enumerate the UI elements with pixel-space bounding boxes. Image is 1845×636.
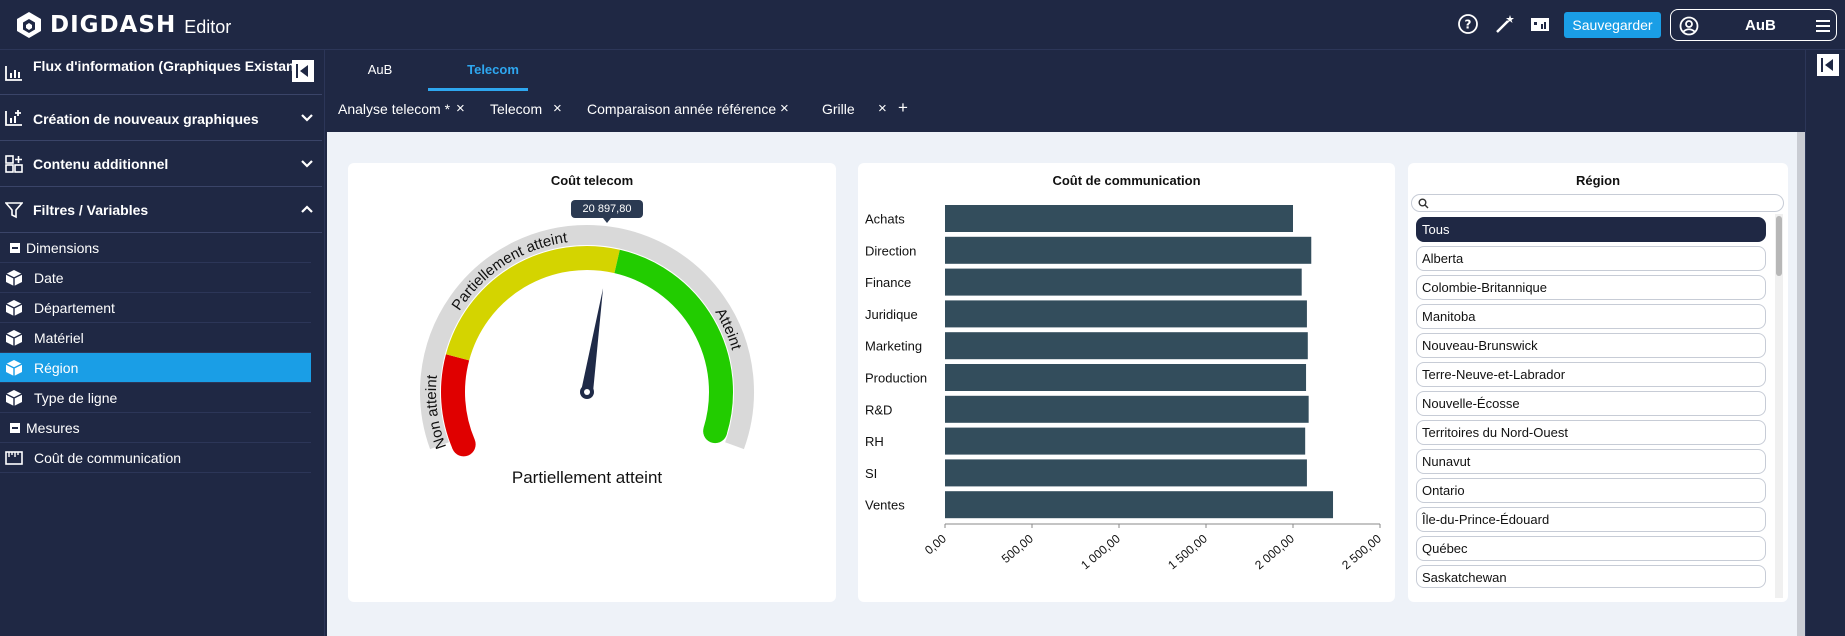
add-tab-icon[interactable]: + <box>898 98 908 117</box>
sidebar-item-departement[interactable]: Département <box>0 293 311 323</box>
region-option[interactable]: Québec <box>1416 536 1766 561</box>
bar-chart-panel: Coût de communication <box>858 163 1395 602</box>
app-subtitle: Editor <box>184 16 232 37</box>
subtab-grille[interactable]: Grille <box>822 101 855 117</box>
sidebar-section-flux[interactable]: Flux d'information (Graphiques Existants… <box>0 50 322 95</box>
chevron-up-icon[interactable] <box>300 202 314 216</box>
region-search-input[interactable] <box>1411 194 1784 212</box>
gauge-title: Coût telecom <box>550 173 634 188</box>
sidebar-item-materiel[interactable]: Matériel <box>0 323 311 353</box>
sidebar-item-label: Département <box>34 300 115 316</box>
expand-right-panel-button[interactable] <box>1817 54 1839 76</box>
user-avatar-icon <box>1679 16 1699 36</box>
region-option[interactable]: Terre-Neuve-et-Labrador <box>1416 362 1766 387</box>
svg-text:?: ? <box>1465 18 1472 32</box>
magic-wand-icon[interactable] <box>1492 12 1516 36</box>
active-tab-indicator <box>428 88 528 91</box>
save-button[interactable]: Sauvegarder <box>1564 12 1661 38</box>
user-name: AuB <box>1745 17 1776 34</box>
left-sidebar: Flux d'information (Graphiques Existants… <box>0 50 325 636</box>
region-option[interactable]: Nouvelle-Écosse <box>1416 391 1766 416</box>
sidebar-section-label: Contenu additionnel <box>33 156 169 172</box>
sidebar-section-label: Filtres / Variables <box>33 202 149 218</box>
dimension-cube-icon <box>5 390 23 406</box>
region-option[interactable]: Manitoba <box>1416 304 1766 329</box>
chevron-down-icon[interactable] <box>300 111 314 125</box>
region-option[interactable]: Territoires du Nord-Ouest <box>1416 420 1766 445</box>
digdash-logo-icon <box>17 12 41 38</box>
gauge-value-tooltip: 20 897,80 <box>571 200 643 218</box>
close-tab-icon[interactable]: × <box>780 100 789 117</box>
region-option[interactable]: Tous <box>1416 217 1766 242</box>
additional-content-icon <box>5 155 23 173</box>
region-option[interactable]: Colombie-Britannique <box>1416 275 1766 300</box>
sidebar-section-filtres[interactable]: Filtres / Variables <box>0 188 322 233</box>
collapse-box-icon <box>10 243 20 253</box>
logo-text: DIGDASH <box>50 12 177 38</box>
sidebar-item-region[interactable]: Région <box>0 353 311 383</box>
sidebar-item-label: Région <box>34 360 79 376</box>
collapse-sidebar-button[interactable] <box>292 60 314 82</box>
sidebar-item-cout-de-communication[interactable]: Coût de communication <box>0 443 311 473</box>
app-logo[interactable]: DIGDASH Editor <box>14 10 231 40</box>
sidebar-section-creation[interactable]: Création de nouveaux graphiques <box>0 96 322 141</box>
sidebar-item-label: Matériel <box>34 330 84 346</box>
sidebar-group-dimensions[interactable]: Dimensions <box>0 233 311 263</box>
add-chart-icon <box>5 110 22 126</box>
region-option[interactable]: Nouveau-Brunswick <box>1416 333 1766 358</box>
region-option[interactable]: Alberta <box>1416 246 1766 271</box>
subtab-telecom[interactable]: Telecom <box>490 101 543 117</box>
region-list-scroll-thumb[interactable] <box>1776 216 1782 276</box>
region-option[interactable]: Saskatchewan <box>1416 565 1766 588</box>
bar-chart-icon <box>5 66 22 81</box>
sidebar-item-type-de-ligne[interactable]: Type de ligne <box>0 383 311 413</box>
right-panel-rail <box>1805 50 1845 636</box>
sidebar-section-contenu[interactable]: Contenu additionnel <box>0 142 322 187</box>
sidebar-item-label: Dimensions <box>26 240 100 256</box>
tab-aub[interactable]: AuB <box>367 62 393 77</box>
data-source-icon[interactable] <box>1528 12 1552 36</box>
canvas-scrollbar[interactable] <box>1797 132 1805 636</box>
bar-chart-title: Coût de communication <box>1052 173 1201 188</box>
dimension-cube-icon <box>5 330 23 346</box>
close-tab-icon[interactable]: × <box>878 100 887 117</box>
subtab-comparaison[interactable]: Comparaison année référence <box>587 101 777 117</box>
region-option[interactable]: Ontario <box>1416 478 1766 503</box>
toolbar-icons: ? <box>1456 12 1552 36</box>
measure-ruler-icon <box>5 451 23 465</box>
sidebar-section-label: Création de nouveaux graphiques <box>33 111 259 127</box>
sidebar-item-label: Mesures <box>26 420 80 436</box>
sidebar-section-label: Flux d'information (Graphiques Existants… <box>33 58 312 74</box>
region-option[interactable]: Nunavut <box>1416 449 1766 474</box>
top-bar: DIGDASH Editor ? Sauvegarder AuB <box>0 0 1845 50</box>
dimension-cube-icon <box>5 360 23 376</box>
page-tabs: Analyse telecom * × Telecom × Comparaiso… <box>325 92 1805 132</box>
sidebar-item-date[interactable]: Date <box>0 263 311 293</box>
tab-telecom[interactable]: Telecom <box>467 62 519 77</box>
collapse-left-icon <box>1821 58 1833 72</box>
help-icon[interactable]: ? <box>1456 12 1480 36</box>
sidebar-item-label: Type de ligne <box>34 390 118 406</box>
region-list-scrollbar[interactable] <box>1775 214 1783 598</box>
dashboard-tabs: AuB Telecom <box>325 50 1805 90</box>
gauge-panel: Coût telecom <box>348 163 836 602</box>
collapse-box-icon <box>10 423 20 433</box>
filter-icon <box>5 202 23 219</box>
dimension-cube-icon <box>5 270 23 286</box>
sidebar-group-mesures[interactable]: Mesures <box>0 413 311 443</box>
user-menu[interactable]: AuB <box>1670 9 1837 41</box>
close-tab-icon[interactable]: × <box>553 100 562 117</box>
dimension-cube-icon <box>5 300 23 316</box>
sidebar-item-label: Coût de communication <box>34 450 182 466</box>
sidebar-item-label: Date <box>34 270 64 286</box>
region-option[interactable]: Île-du-Prince-Édouard <box>1416 507 1766 532</box>
collapse-left-icon <box>296 64 308 78</box>
search-icon <box>1418 198 1429 209</box>
chevron-down-icon[interactable] <box>300 157 314 171</box>
subtab-analyse-telecom[interactable]: Analyse telecom * <box>338 101 451 117</box>
region-title: Région <box>1575 173 1621 188</box>
hamburger-menu-icon[interactable] <box>1816 19 1830 33</box>
close-tab-icon[interactable]: × <box>456 100 465 117</box>
